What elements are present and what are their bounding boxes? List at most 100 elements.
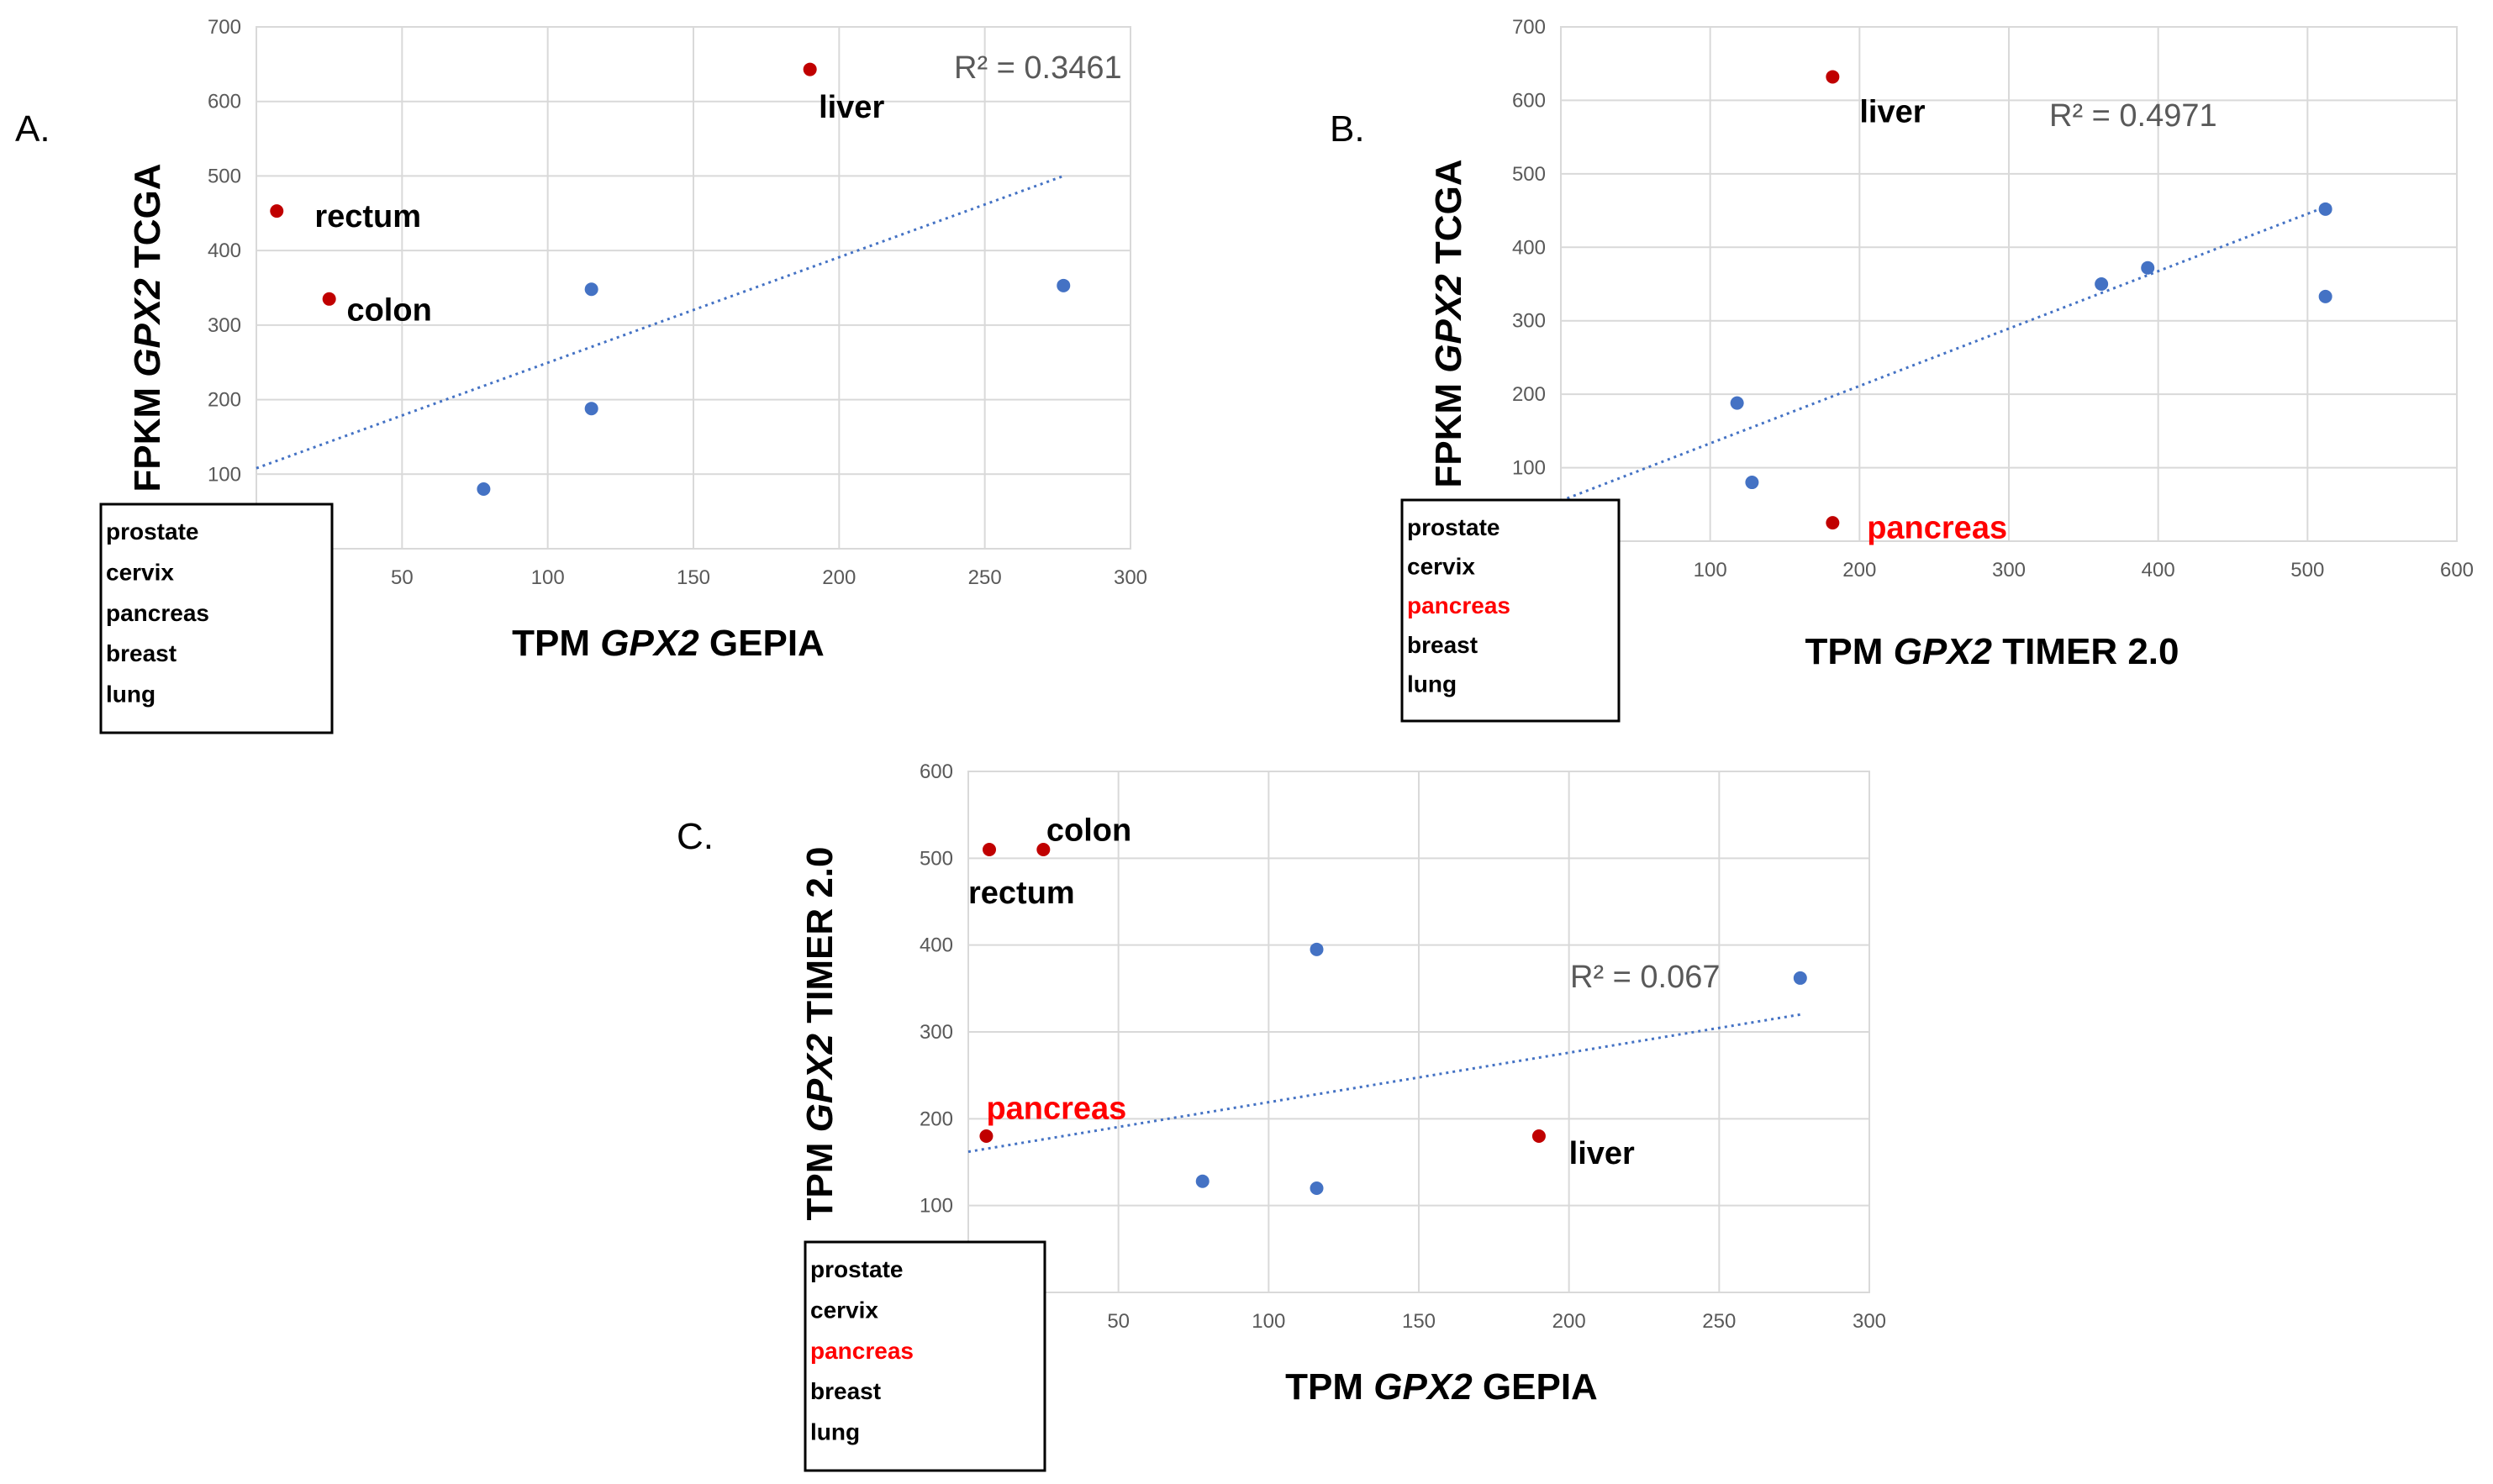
point-annotation: liver [1859,95,1925,130]
legend-box [804,1240,1046,1472]
data-point [584,402,598,416]
x-tick-label: 300 [1992,559,2026,581]
data-point [1745,476,1759,490]
y-tick-label: 400 [920,934,953,957]
data-point [2141,260,2155,275]
y-tick-label: 500 [1512,163,1546,186]
legend-entry: breast [810,1378,881,1404]
legend-entry: prostate [810,1256,903,1282]
y-tick-label: 700 [208,16,241,39]
legend-box [99,503,334,734]
legend-entry: pancreas [1407,592,1510,618]
x-axis-label: TPM GPX2 GEPIA [512,623,825,664]
highlighted-data-point [1826,516,1840,530]
legend-entry: cervix [810,1297,878,1323]
plot-area [256,26,1131,550]
data-point [1057,278,1071,292]
y-axis-label: TPM GPX2 TIMER 2.0 [799,847,841,1221]
highlighted-data-point [1036,843,1051,856]
panel-c-scatter-chart: 0100200300400500600050100150200250300col… [677,760,1886,1472]
y-tick-label: 100 [1512,457,1546,480]
r-squared-label: R² = 0.4971 [2049,98,2217,134]
point-annotation: liver [1569,1136,1635,1171]
data-point [1310,942,1324,956]
point-annotation: rectum [968,876,1075,911]
y-tick-label: 400 [1512,236,1546,259]
panel-label: B. [1330,108,1365,150]
y-tick-label: 200 [208,389,241,412]
legend-entry: pancreas [106,600,209,626]
x-tick-label: 250 [1702,1310,1736,1333]
y-tick-label: 600 [1512,89,1546,112]
panel-label: A. [15,108,50,150]
y-axis-label: FPKM GPX2 TCGA [127,163,168,492]
legend-box [1400,498,1621,723]
x-tick-label: 50 [391,566,414,589]
highlighted-data-point [1826,70,1840,84]
x-tick-label: 300 [1853,1310,1886,1333]
x-tick-label: 600 [2440,559,2474,581]
y-tick-label: 500 [208,165,241,187]
point-annotation: rectum [314,199,421,234]
x-tick-label: 100 [1252,1310,1285,1333]
legend-entry: lung [810,1419,860,1445]
y-tick-label: 300 [1512,310,1546,333]
y-tick-label: 400 [208,239,241,262]
x-tick-label: 200 [1552,1310,1586,1333]
legend-entry: breast [1407,632,1478,658]
r-squared-label: R² = 0.3461 [954,50,1122,86]
highlighted-data-point [979,1129,994,1143]
trendline [1560,205,2327,503]
legend-entry: lung [106,681,155,708]
data-point [1195,1174,1210,1188]
point-annotation: liver [819,90,884,125]
x-tick-label: 300 [1114,566,1147,589]
panel-a-scatter-chart: 0100200300400500600700050100150200250300… [15,16,1147,734]
y-tick-label: 100 [208,463,241,486]
x-tick-label: 150 [1402,1310,1436,1333]
panel-b-scatter-chart: 0100200300400500600700010020030040050060… [1330,16,2474,723]
legend-entry: prostate [106,518,198,545]
x-axis-label: TPM GPX2 GEPIA [1285,1366,1598,1408]
legend-entry: cervix [106,559,174,585]
data-point [1793,971,1807,985]
legend-entry: cervix [1407,554,1475,580]
y-tick-label: 300 [920,1021,953,1044]
legend-entry: breast [106,640,177,666]
x-tick-label: 100 [1694,559,1727,581]
data-point [477,482,491,497]
tissue-legend: prostate cervix pancreas breast lung [99,503,334,734]
panel-label: C. [677,816,714,857]
data-point [2318,289,2332,303]
y-tick-label: 200 [1512,383,1546,406]
plot-area [967,771,1870,1293]
y-tick-label: 200 [920,1108,953,1130]
highlighted-data-point [322,292,336,306]
x-tick-label: 500 [2290,559,2324,581]
legend-entry: prostate [1407,514,1499,540]
y-tick-label: 300 [208,314,241,337]
highlighted-data-point [1531,1129,1546,1143]
data-point [1310,1181,1324,1195]
data-point [1730,396,1744,410]
x-tick-label: 400 [2142,559,2175,581]
trendline [256,175,1064,470]
y-tick-label: 600 [920,760,953,783]
y-tick-label: 500 [920,847,953,870]
data-point [584,282,598,297]
legend-entry: lung [1407,671,1457,697]
y-tick-label: 700 [1512,16,1546,39]
point-annotation: colon [1046,813,1131,849]
x-tick-label: 100 [531,566,565,589]
x-tick-label: 150 [677,566,710,589]
x-tick-label: 250 [968,566,1002,589]
data-point [2318,202,2332,216]
highlighted-data-point [983,843,997,856]
legend-entry: pancreas [810,1338,914,1364]
point-annotation: colon [346,293,431,329]
trendline [967,1013,1801,1154]
point-annotation: pancreas [1867,511,2007,546]
tissue-legend: prostate cervix pancreas breast lung [804,1240,1046,1472]
y-axis-label: FPKM GPX2 TCGA [1428,159,1469,487]
